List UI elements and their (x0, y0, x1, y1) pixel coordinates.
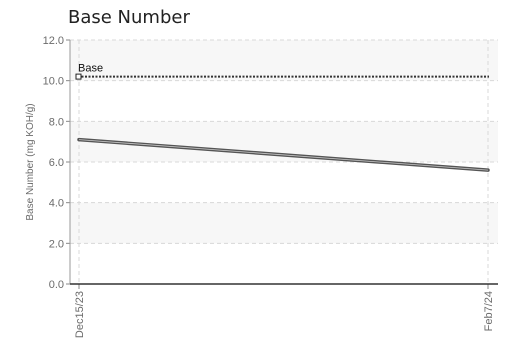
grid-lines (70, 39, 498, 284)
y-axis-label: Base Number (mg KOH/g) (25, 103, 36, 220)
background-band (70, 40, 498, 81)
y-tick-label: 4.0 (49, 198, 64, 210)
reference-line-label: Base (78, 63, 103, 75)
background-band (70, 202, 498, 244)
background-bands (70, 40, 498, 244)
x-tick-labels: Dec15/23 Feb7/24 (74, 291, 495, 338)
y-tick-label: 8.0 (49, 116, 64, 128)
reference-lines: Base (75, 63, 489, 80)
y-tick-labels: 0.0 2.0 4.0 6.0 8.0 10.0 12.0 (43, 35, 64, 291)
x-tick-label: Dec15/23 (74, 291, 86, 338)
y-tick-label: 0.0 (49, 279, 64, 291)
y-tick-label: 2.0 (49, 238, 64, 250)
y-tick-label: 12.0 (43, 35, 64, 47)
series-lines (77, 137, 490, 172)
chart-title: Base Number (68, 7, 190, 28)
series-line-highlight (78, 139, 489, 171)
reference-marker (75, 73, 82, 80)
y-tick-label: 10.0 (43, 76, 64, 88)
x-tick-label: Feb7/24 (483, 291, 495, 331)
y-tick-label: 6.0 (49, 157, 64, 169)
axes (66, 39, 498, 289)
